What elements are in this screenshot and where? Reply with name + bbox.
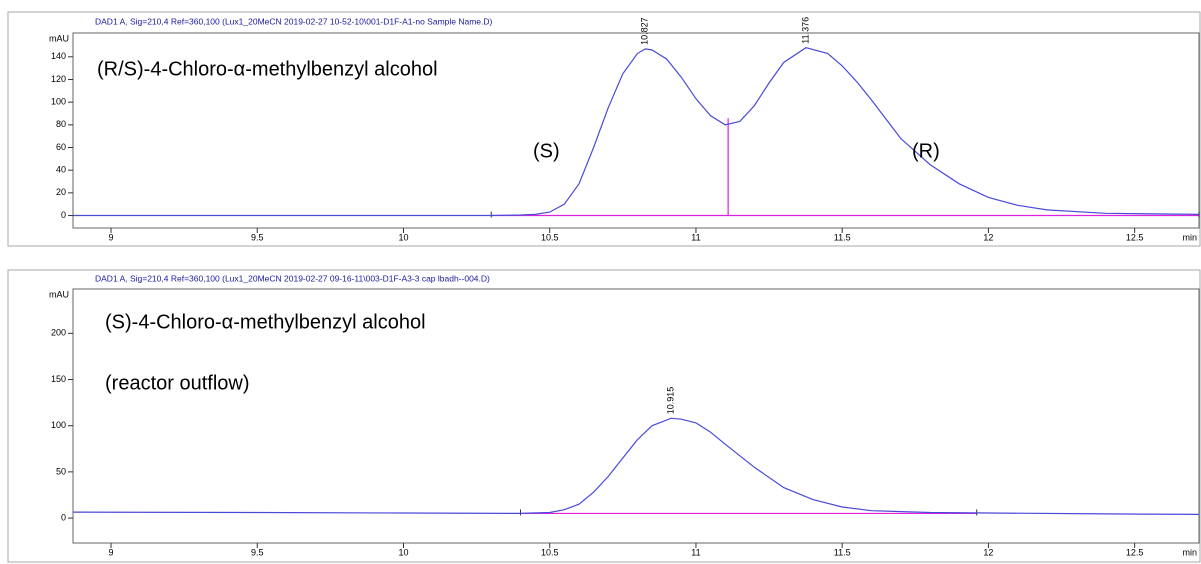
x-tick-label: 10.5 xyxy=(541,232,559,242)
annotation: (R/S)-4-Chloro-α-methylbenzyl alcohol xyxy=(97,58,438,80)
x-tick-label: 12.5 xyxy=(1126,232,1144,242)
peak-label: 10.827 xyxy=(640,17,650,45)
signal-line xyxy=(72,417,1200,515)
y-tick-label: 100 xyxy=(51,420,66,430)
signal-line xyxy=(73,47,1200,217)
x-tick-label: 10.5 xyxy=(541,547,559,557)
x-tick-label: 9 xyxy=(109,547,114,557)
x-tick-label: 11.5 xyxy=(834,232,851,242)
x-axis-label: min xyxy=(1182,232,1197,242)
x-tick-label: 12 xyxy=(983,547,993,557)
y-tick-label: 40 xyxy=(56,165,66,175)
x-axis-label: min xyxy=(1182,547,1197,557)
panel-frame xyxy=(7,11,1201,247)
y-tick-label: 120 xyxy=(51,74,66,84)
annotation: (S)-4-Chloro-α-methylbenzyl alcohol xyxy=(105,311,426,333)
plot-area xyxy=(72,288,1200,544)
panel-frame xyxy=(7,269,1201,563)
x-tick-label: 10 xyxy=(398,547,408,557)
x-tick-label: 9.5 xyxy=(251,232,264,242)
x-tick-label: 9 xyxy=(109,232,114,242)
y-tick-label: 20 xyxy=(56,187,66,197)
x-tick-label: 11.5 xyxy=(834,547,851,557)
x-tick-label: 10 xyxy=(398,232,408,242)
chart-header: DAD1 A, Sig=210,4 Ref=360,100 (Lux1_20Me… xyxy=(95,273,490,283)
chart-header: DAD1 A, Sig=210,4 Ref=360,100 (Lux1_20Me… xyxy=(95,16,493,26)
plot-area xyxy=(72,32,1200,229)
y-tick-label: 140 xyxy=(51,51,66,61)
x-tick-label: 11 xyxy=(691,232,700,242)
y-tick-label: 0 xyxy=(61,210,66,220)
annotation: (R) xyxy=(912,140,940,162)
x-tick-label: 11 xyxy=(691,547,700,557)
y-tick-label: 60 xyxy=(56,142,66,152)
annotation: (reactor outflow) xyxy=(105,372,250,394)
y-tick-label: 80 xyxy=(56,119,66,129)
y-tick-label: 150 xyxy=(51,374,66,384)
y-tick-label: 100 xyxy=(51,97,66,107)
y-axis-label: mAU xyxy=(49,289,69,299)
annotation: (S) xyxy=(533,140,560,162)
peak-label: 11.376 xyxy=(800,17,810,44)
x-tick-label: 12.5 xyxy=(1126,547,1144,557)
y-tick-label: 200 xyxy=(51,328,66,338)
peak-label: 10.915 xyxy=(665,387,675,415)
y-tick-label: 0 xyxy=(61,512,66,522)
x-tick-label: 12 xyxy=(983,232,993,242)
y-tick-label: 50 xyxy=(56,466,66,476)
y-axis-label: mAU xyxy=(49,33,69,43)
x-tick-label: 9.5 xyxy=(251,547,264,557)
